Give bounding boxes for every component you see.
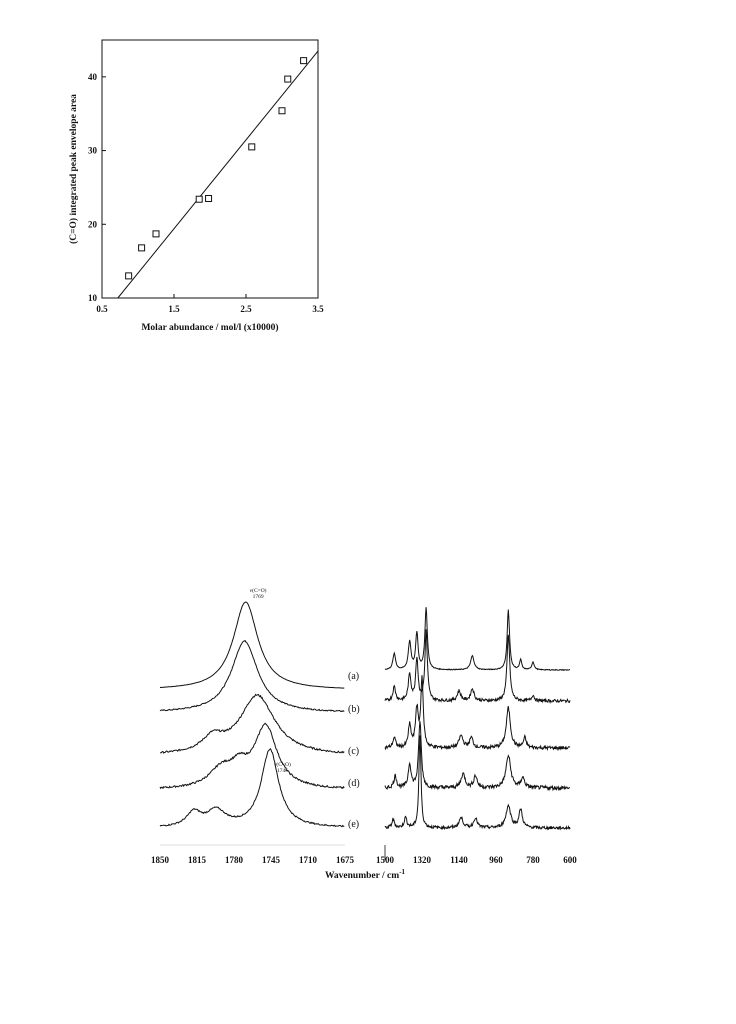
trace-labels: (a) (b) (c) (d) (e) — [348, 671, 360, 830]
wavenumber-ticks: 1850 1815 1780 1745 1710 1675 1500 1320 1140 960 7… — [151, 844, 577, 865]
peak-annotation: ν(C=O) — [250, 587, 267, 594]
x-tick-label: 0.5 — [96, 304, 108, 314]
spectrum-trace-carbonyl — [159, 601, 345, 689]
spectrum-trace-fingerprint — [384, 675, 571, 752]
data-point — [125, 272, 133, 280]
wavenumber-axis-text: Wavenumber / cm — [325, 871, 399, 881]
trace-label: (d) — [348, 778, 360, 789]
carbonyl-tick-label: 1815 — [188, 855, 207, 865]
spectrum-trace-fingerprint — [384, 720, 570, 792]
fingerprint-tick-label: 1500 — [376, 855, 395, 865]
fingerprint-region-panel — [384, 607, 571, 831]
carbonyl-tick-label: 1780 — [225, 855, 244, 865]
fingerprint-tick-label: 780 — [526, 855, 540, 865]
fingerprint-tick-label: 600 — [563, 855, 577, 865]
peak-annotation: ν(C=O) — [274, 761, 291, 768]
spectrum-trace-carbonyl — [159, 722, 345, 790]
trace-label: (a) — [348, 671, 359, 682]
trace-label: (b) — [348, 704, 360, 715]
carbonyl-tick-label: 1850 — [151, 855, 170, 865]
data-point — [205, 194, 213, 202]
data-point — [195, 195, 203, 203]
plot-frame — [101, 39, 319, 299]
carbonyl-tick-label: 1675 — [336, 855, 355, 865]
y-axis-label: (C=O) integrated peak envelope area — [68, 94, 79, 244]
carbonyl-region-panel — [159, 601, 345, 828]
fit-line — [117, 50, 319, 299]
x-axis-label: Molar abundance / mol/l (x10000) — [141, 322, 278, 333]
trace-label: (e) — [348, 819, 359, 830]
y-tick-label: 40 — [88, 72, 98, 82]
peak-annotation-value: 1769 — [253, 594, 264, 600]
data-point — [278, 107, 286, 115]
spectrum-trace-fingerprint — [384, 607, 570, 672]
wavenumber-axis-label: Wavenumber / cm-1 — [325, 868, 406, 881]
y-tick-label: 30 — [88, 146, 98, 156]
carbonyl-tick-label: 1745 — [262, 855, 281, 865]
peak-annotation-value: 1746 — [277, 768, 288, 774]
data-point — [300, 57, 308, 65]
y-tick-label: 10 — [88, 293, 98, 303]
fingerprint-tick-label: 960 — [489, 855, 503, 865]
data-point — [284, 75, 292, 83]
x-tick-label: 3.5 — [312, 304, 324, 314]
y-tick-label: 20 — [88, 219, 98, 229]
data-points — [125, 57, 308, 280]
trace-label: (c) — [348, 746, 359, 757]
calibration-scatter-chart: 0.5 1.5 2.5 3.5 10 20 30 40 Molar abundance / m… — [68, 39, 324, 333]
spectrum-trace-carbonyl — [159, 639, 345, 713]
spectrum-trace-carbonyl — [159, 747, 345, 828]
axis-ticks: 0.5 1.5 2.5 3.5 10 20 30 40 — [88, 72, 324, 314]
fingerprint-tick-label: 1140 — [450, 855, 468, 865]
ir-spectra-chart: (a) (b) (c) (d) (e) 1850 1815 1780 1745 1710 1675… — [151, 587, 577, 881]
x-tick-label: 2.5 — [240, 304, 252, 314]
spectrum-trace-carbonyl — [159, 693, 345, 754]
spectrum-trace-fingerprint — [384, 735, 571, 831]
fingerprint-tick-label: 1320 — [413, 855, 432, 865]
carbonyl-tick-label: 1710 — [299, 855, 318, 865]
spectrum-trace-fingerprint — [384, 629, 571, 705]
data-point — [138, 244, 146, 252]
x-tick-label: 1.5 — [168, 304, 180, 314]
fit-line-group — [117, 50, 319, 299]
data-point — [248, 143, 256, 151]
data-point — [152, 230, 160, 238]
wavenumber-axis-superscript: -1 — [399, 868, 405, 876]
